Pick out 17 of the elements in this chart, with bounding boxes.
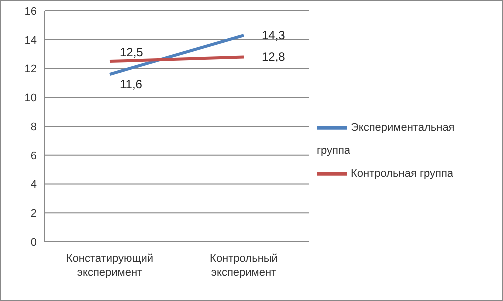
data-label: 12,5 [120,46,144,60]
y-tick-label: 6 [30,150,37,162]
y-tick-label: 10 [24,92,37,105]
y-tick-label: 16 [24,6,37,18]
data-label: 12,8 [262,50,286,64]
y-tick-label: 0 [30,236,37,249]
legend-label: Экспериментальная группа [317,121,455,156]
legend-label: Контрольная группа [351,167,454,180]
data-label: 14,3 [262,28,286,43]
y-tick-label: 8 [30,121,37,134]
y-tick-label: 12 [24,64,37,76]
x-tick-label: Контрольный эксперимент [210,253,278,279]
y-tick-label: 2 [30,208,37,220]
x-tick-label: Констатирующий эксперимент [66,253,154,279]
data-label: 11,6 [120,78,143,92]
y-tick-label: 4 [30,179,37,192]
y-tick-label: 14 [24,34,37,47]
